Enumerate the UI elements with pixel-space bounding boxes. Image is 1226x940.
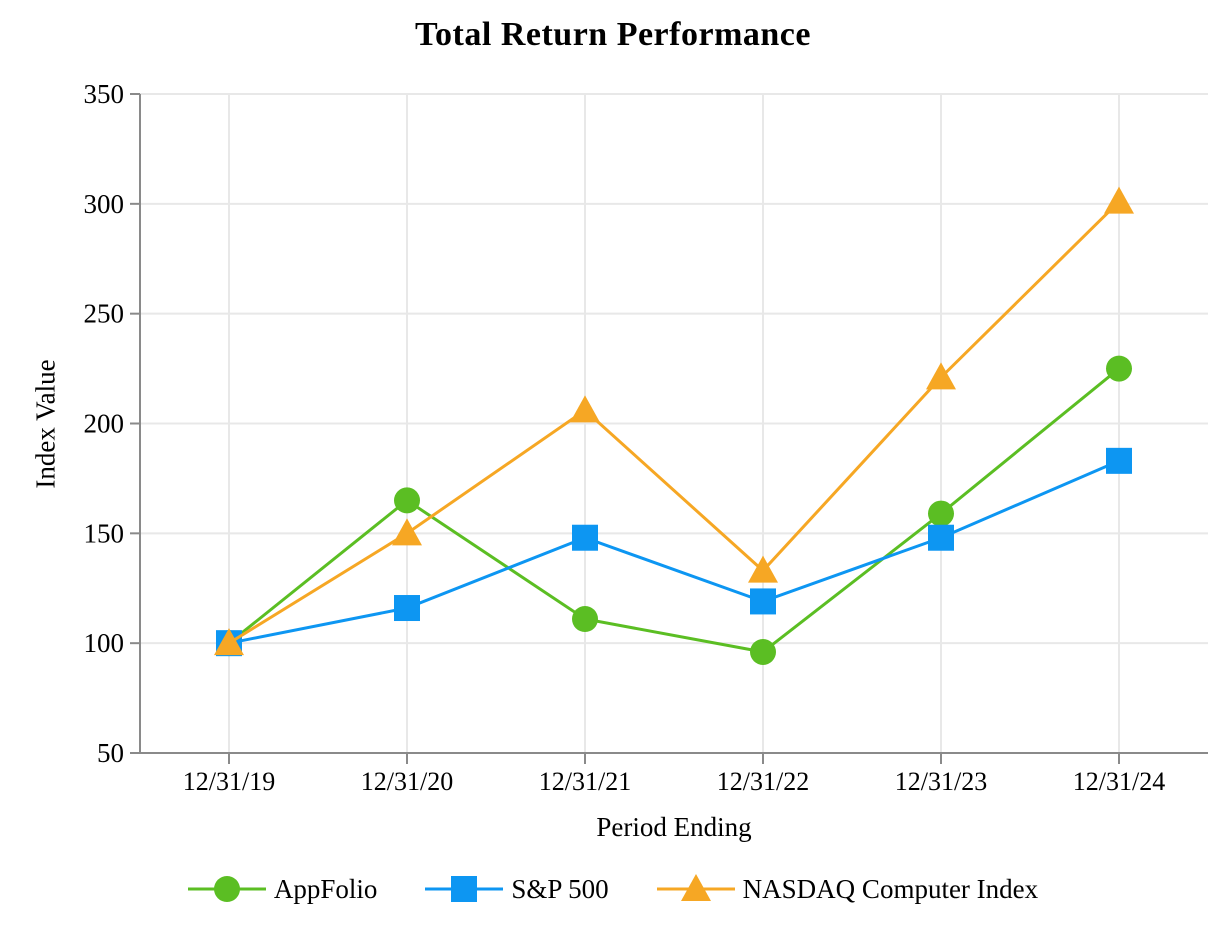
marker-nasdaq-computer-index-0 xyxy=(214,628,244,656)
marker-s-p-500-3 xyxy=(750,588,776,615)
x-tick-label: 12/31/21 xyxy=(539,767,631,796)
legend-triangle-icon xyxy=(656,874,735,901)
marker-appfolio-3 xyxy=(750,638,776,665)
chart-title: Total Return Performance xyxy=(415,16,811,53)
legend-label-appfolio: AppFolio xyxy=(273,873,378,904)
marker-s-p-500-1 xyxy=(394,595,420,622)
x-tick-label: 12/31/20 xyxy=(361,767,453,796)
marker-appfolio-4 xyxy=(928,500,954,527)
legend-circle-icon xyxy=(187,876,266,902)
legend-marker-s-p-500 xyxy=(451,876,478,902)
marker-nasdaq-computer-index-2 xyxy=(570,395,600,423)
y-tick-label: 200 xyxy=(84,409,125,439)
x-tick-label: 12/31/23 xyxy=(895,767,987,796)
marker-nasdaq-computer-index-1 xyxy=(392,518,422,546)
legend-marker-appfolio xyxy=(213,876,240,902)
y-tick-label: 150 xyxy=(84,518,125,548)
marker-appfolio-1 xyxy=(394,487,420,514)
legend-label-s-p-500: S&P 500 xyxy=(511,873,609,904)
legend-item-nasdaq-computer-index: NASDAQ Computer Index xyxy=(656,872,1039,906)
y-tick-label: 250 xyxy=(84,299,125,329)
x-tick-label: 12/31/22 xyxy=(717,767,809,796)
y-tick-label: 300 xyxy=(84,189,125,219)
legend-item-appfolio: AppFolio xyxy=(187,872,378,906)
y-tick-label: 50 xyxy=(97,738,124,768)
legend-label-nasdaq-computer-index: NASDAQ Computer Index xyxy=(742,873,1039,904)
marker-s-p-500-4 xyxy=(928,524,954,551)
y-axis-title: Index Value xyxy=(30,359,61,489)
series-line-nasdaq-computer-index xyxy=(228,200,1121,645)
x-tick-label: 12/31/24 xyxy=(1073,767,1165,796)
legend-item-s-p-500: S&P 500 xyxy=(425,872,609,906)
marker-appfolio-5 xyxy=(1106,355,1132,382)
series-line-appfolio xyxy=(228,367,1120,654)
x-axis-title: Period Ending xyxy=(596,812,752,842)
marker-nasdaq-computer-index-4 xyxy=(926,362,956,390)
x-tick-label: 12/31/19 xyxy=(183,767,275,796)
marker-appfolio-2 xyxy=(572,606,598,633)
series-line-s-p-500 xyxy=(228,459,1120,645)
marker-s-p-500-2 xyxy=(572,524,598,551)
y-tick-label: 350 xyxy=(84,79,125,109)
marker-s-p-500-5 xyxy=(1106,447,1132,474)
marker-nasdaq-computer-index-5 xyxy=(1104,186,1134,214)
y-tick-label: 100 xyxy=(84,628,125,658)
legend: AppFolio S&P 500 NASDAQ Computer Index xyxy=(0,872,1226,906)
legend-marker-nasdaq-computer-index xyxy=(680,874,711,901)
legend-square-icon xyxy=(425,876,504,902)
marker-nasdaq-computer-index-3 xyxy=(748,555,778,583)
